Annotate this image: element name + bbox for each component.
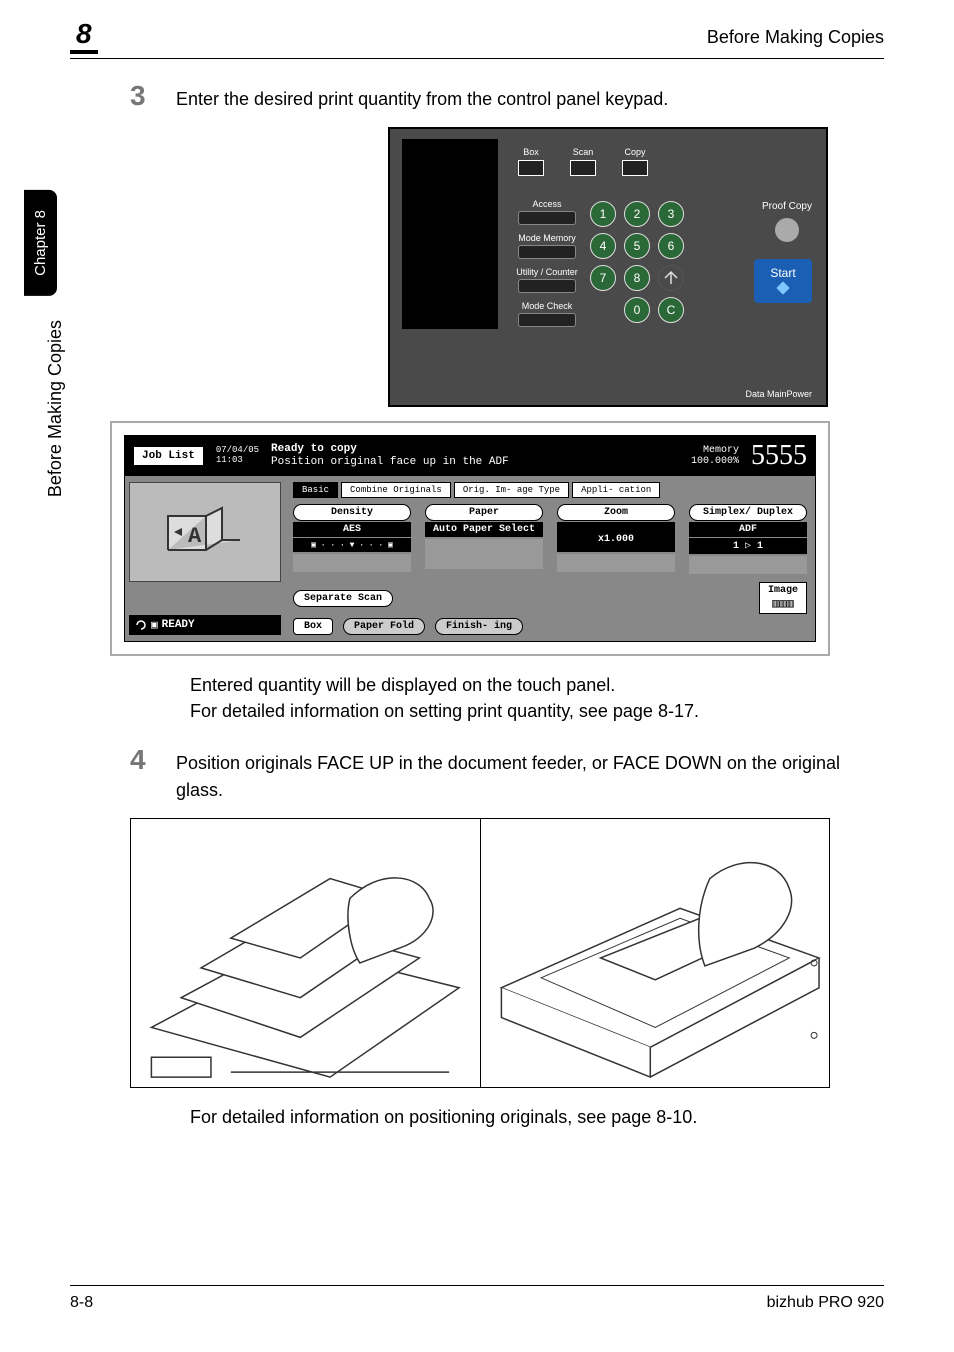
step-number: 4 xyxy=(130,744,154,804)
numeric-keypad: 1 2 3 4 5 6 7 8 0 C xyxy=(590,201,686,323)
key-6[interactable]: 6 xyxy=(658,233,684,259)
key-c[interactable]: C xyxy=(658,297,684,323)
model-name: bizhub PRO 920 xyxy=(767,1294,884,1312)
section-number: 8 xyxy=(70,18,98,54)
key-2[interactable]: 2 xyxy=(624,201,650,227)
step-number: 3 xyxy=(130,80,154,113)
job-list-button[interactable]: Job List xyxy=(133,446,204,466)
followup-text-2: For detailed information on positioning … xyxy=(190,1104,874,1130)
glass-diagram xyxy=(480,819,830,1087)
zoom-button[interactable]: Zoom x1.000 xyxy=(557,504,675,574)
step-text: Position originals FACE UP in the docume… xyxy=(176,750,874,804)
tab-basic[interactable]: Basic xyxy=(293,482,338,498)
copy-key[interactable]: Copy xyxy=(622,147,648,176)
cycle-icon xyxy=(135,619,147,631)
key-0[interactable]: 0 xyxy=(624,297,650,323)
image-button[interactable]: Image ▥▥▥ xyxy=(759,582,807,614)
tp-header: Job List 07/04/05 11:03 Ready to copy Po… xyxy=(125,436,815,476)
key-7[interactable]: 7 xyxy=(590,265,616,291)
key-3[interactable]: 3 xyxy=(658,201,684,227)
mode-check-button[interactable]: Mode Check xyxy=(508,301,586,327)
glass-icon xyxy=(481,819,830,1087)
tp-datetime: 07/04/05 11:03 xyxy=(216,446,259,466)
side-tab: Chapter 8 xyxy=(24,190,57,296)
touch-panel: Job List 07/04/05 11:03 Ready to copy Po… xyxy=(110,421,830,656)
proof-copy[interactable]: Proof Copy xyxy=(762,201,812,248)
side-label: Before Making Copies xyxy=(45,320,66,497)
followup-text: Entered quantity will be displayed on th… xyxy=(190,672,874,724)
preview-icon: A xyxy=(129,482,281,582)
key-1[interactable]: 1 xyxy=(590,201,616,227)
page-number: 8-8 xyxy=(70,1294,93,1312)
tab-combine[interactable]: Combine Originals xyxy=(341,482,451,498)
step-4: 4 Position originals FACE UP in the docu… xyxy=(130,744,874,804)
section-title: Before Making Copies xyxy=(707,27,884,48)
tab-image-type[interactable]: Orig. Im- age Type xyxy=(454,482,569,498)
finishing-button[interactable]: Finish- ing xyxy=(435,618,523,635)
duplex-button[interactable]: Simplex/ Duplex ADF 1 ▷ 1 xyxy=(689,504,807,574)
paper-button[interactable]: Paper Auto Paper Select xyxy=(425,504,543,574)
tp-count: 5555 xyxy=(751,440,807,472)
box-key[interactable]: Box xyxy=(518,147,544,176)
ready-indicator: ▣ READY xyxy=(129,615,281,635)
key-8[interactable]: 8 xyxy=(624,265,650,291)
access-button[interactable]: Access xyxy=(508,199,586,225)
page-footer: 8-8 bizhub PRO 920 xyxy=(70,1285,884,1312)
svg-text:A: A xyxy=(188,524,202,549)
key-4[interactable]: 4 xyxy=(590,233,616,259)
key-5[interactable]: 5 xyxy=(624,233,650,259)
key-9[interactable] xyxy=(658,265,684,291)
page-header: 8 Before Making Copies xyxy=(70,18,884,59)
step-text: Enter the desired print quantity from th… xyxy=(176,86,668,113)
separate-scan-button[interactable]: Separate Scan xyxy=(293,590,393,607)
box-button[interactable]: Box xyxy=(293,618,333,635)
tp-status: Ready to copy Position original face up … xyxy=(271,443,679,469)
stop-icon xyxy=(662,269,680,287)
control-panel-illustration: Box Scan Copy Access Mode Memory Utility… xyxy=(388,127,828,407)
feeder-diagram xyxy=(131,819,480,1087)
panel-screen xyxy=(402,139,498,329)
paper-fold-button[interactable]: Paper Fold xyxy=(343,618,425,635)
originals-illustration xyxy=(130,818,830,1088)
utility-button[interactable]: Utility / Counter xyxy=(508,267,586,293)
feeder-icon xyxy=(131,819,480,1087)
tab-application[interactable]: Appli- cation xyxy=(572,482,660,498)
content: 3 Enter the desired print quantity from … xyxy=(130,80,874,1150)
indicator-labels: Data MainPower xyxy=(745,389,812,399)
tp-left: A ▣ READY xyxy=(125,476,285,641)
tp-memory: Memory 100.000% xyxy=(691,445,739,467)
mode-memory-button[interactable]: Mode Memory xyxy=(508,233,586,259)
start-button[interactable]: Start xyxy=(754,259,812,303)
mode-keys: Box Scan Copy xyxy=(518,147,648,176)
start-icon xyxy=(775,280,791,296)
density-button[interactable]: Density AES ▣ · · · ▼ · · · ▣ xyxy=(293,504,411,574)
scan-key[interactable]: Scan xyxy=(570,147,596,176)
step-3: 3 Enter the desired print quantity from … xyxy=(130,80,874,113)
tp-tabs: Basic Combine Originals Orig. Im- age Ty… xyxy=(293,482,807,498)
